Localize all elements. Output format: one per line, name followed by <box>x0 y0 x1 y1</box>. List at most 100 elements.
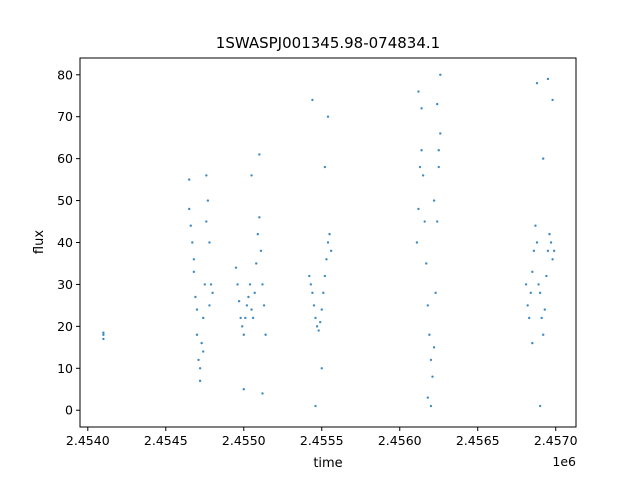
data-point <box>435 102 439 106</box>
y-axis: 0 10 20 30 40 50 60 70 80 <box>57 67 80 418</box>
x-tick-label: 2.4550 <box>222 433 266 448</box>
data-point <box>311 291 314 295</box>
data-point <box>551 258 554 261</box>
data-point <box>250 174 253 177</box>
data-point <box>200 341 203 345</box>
data-point <box>261 283 264 286</box>
data-point <box>426 304 430 307</box>
data-point <box>437 149 440 152</box>
data-point <box>418 165 422 169</box>
y-tick-label: 30 <box>57 277 73 292</box>
data-point <box>531 270 534 274</box>
data-point <box>245 304 249 307</box>
data-point <box>552 249 556 253</box>
data-point <box>417 90 420 93</box>
data-point <box>421 174 425 177</box>
data-point <box>535 81 539 85</box>
y-tick-label: 70 <box>57 109 73 124</box>
data-point <box>198 367 202 370</box>
data-point <box>538 291 542 295</box>
data-point <box>192 258 196 261</box>
data-point <box>417 207 420 211</box>
data-point <box>242 388 245 391</box>
data-point <box>247 295 250 299</box>
data-point <box>241 325 244 328</box>
data-point <box>261 392 264 395</box>
data-point <box>239 316 242 320</box>
data-point <box>322 291 325 295</box>
data-point <box>237 300 241 303</box>
data-point <box>187 178 191 181</box>
data-point <box>255 262 258 265</box>
data-point <box>209 283 213 286</box>
x-tick-label: 2.4540 <box>66 433 110 448</box>
data-point <box>329 249 333 253</box>
data-point <box>529 291 532 295</box>
data-point <box>323 165 327 169</box>
x-tick-label: 2.4545 <box>144 433 188 448</box>
y-tick-label: 10 <box>57 361 73 376</box>
data-point <box>244 316 247 320</box>
data-point <box>546 249 550 253</box>
data-point <box>548 232 551 236</box>
data-point <box>314 404 317 408</box>
data-point <box>194 295 197 299</box>
data-point <box>545 274 548 278</box>
data-point <box>251 316 255 320</box>
data-point <box>528 316 531 320</box>
x-tick-label: 2.4570 <box>534 433 578 448</box>
data-point <box>320 367 323 370</box>
data-point <box>439 73 442 76</box>
y-axis-label: flux <box>32 230 47 254</box>
data-point <box>197 358 200 362</box>
data-point <box>323 274 327 278</box>
data-point <box>439 132 442 135</box>
data-point <box>423 220 426 223</box>
y-tick-label: 0 <box>65 403 73 418</box>
chart-title: 1SWASPJ001345.98-074834.1 <box>216 34 440 52</box>
data-point <box>191 241 194 244</box>
data-point <box>192 270 196 274</box>
data-point <box>102 337 105 341</box>
data-point <box>431 375 434 378</box>
data-point <box>234 266 238 269</box>
y-tick-label: 60 <box>57 151 73 166</box>
data-point <box>195 333 199 336</box>
data-point <box>537 283 540 286</box>
data-point <box>532 249 536 253</box>
data-point <box>435 220 439 223</box>
data-point <box>308 274 311 278</box>
data-point <box>317 329 320 332</box>
data-point <box>259 249 263 253</box>
data-point <box>429 404 433 408</box>
x-axis: 2.4540 2.4545 2.4550 2.4555 2.4560 2.4565 2.45… <box>66 427 578 448</box>
data-point <box>542 333 545 336</box>
data-point <box>425 262 428 265</box>
x-tick-label: 2.4565 <box>456 433 500 448</box>
data-point <box>208 241 211 244</box>
data-point <box>309 283 313 286</box>
data-point <box>428 333 431 336</box>
data-point <box>198 379 202 383</box>
data-point <box>314 316 317 320</box>
data-point <box>526 304 529 307</box>
data-point <box>202 316 205 320</box>
data-point <box>202 350 205 353</box>
data-points <box>102 73 556 408</box>
data-point <box>549 241 553 244</box>
data-point <box>432 199 436 202</box>
y-tick-label: 50 <box>57 193 73 208</box>
data-point <box>236 283 239 286</box>
data-point <box>426 396 430 399</box>
data-point <box>203 283 206 286</box>
data-point <box>205 174 208 177</box>
data-point <box>205 220 208 223</box>
data-point <box>325 258 328 261</box>
data-point <box>206 199 210 202</box>
data-point <box>250 308 253 311</box>
data-point <box>320 308 323 311</box>
data-point <box>538 404 542 408</box>
data-point <box>531 341 534 345</box>
